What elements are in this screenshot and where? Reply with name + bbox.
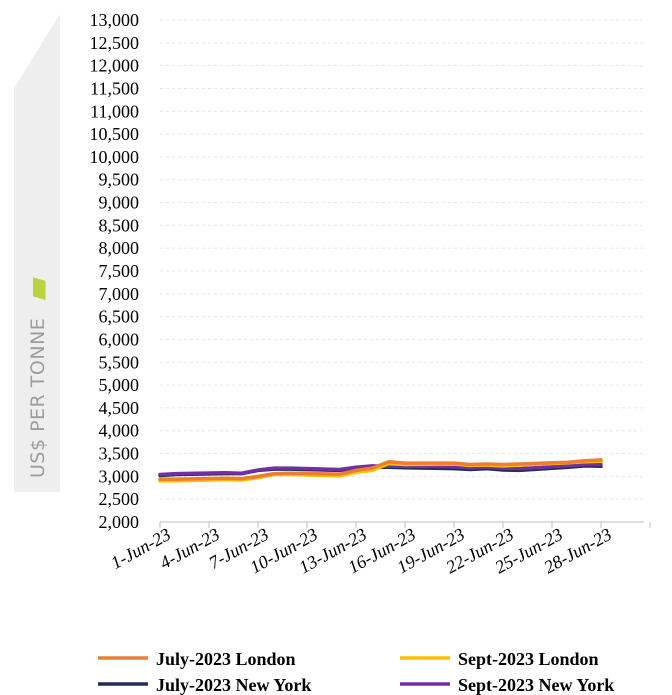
legend-label: July-2023 London	[156, 649, 296, 669]
y-tick-label: 10,500	[90, 124, 140, 144]
y-tick-label: 4,000	[99, 421, 140, 441]
y-axis-label-band	[14, 14, 60, 492]
gridlines	[160, 19, 644, 500]
y-axis-label: US$ PER TONNE	[27, 318, 49, 478]
y-tick-label: 5,000	[99, 375, 140, 395]
series-line-july-2023-london	[158, 458, 603, 481]
y-tick-label: 3,000	[99, 466, 140, 486]
y-tick-label: 7,500	[99, 261, 140, 281]
y-tick-label: 6,500	[99, 307, 140, 327]
y-tick-label: 12,500	[90, 33, 140, 53]
y-tick-label: 2,500	[99, 489, 140, 509]
legend: July-2023 London Sept-2023 London July-202…	[98, 649, 614, 695]
y-tick-label: 11,500	[90, 78, 139, 98]
y-tick-label: 12,000	[90, 56, 140, 76]
y-tick-label: 11,000	[90, 101, 139, 121]
legend-label: July-2023 New York	[156, 675, 311, 695]
axes	[159, 521, 651, 528]
y-tick-label: 9,000	[99, 193, 140, 213]
y-tick-label: 8,000	[99, 238, 140, 258]
legend-label: Sept-2023 New York	[458, 675, 614, 695]
y-tick-label: 10,000	[90, 147, 140, 167]
x-tick-labels: 1-Jun-234-Jun-237-Jun-2310-Jun-2313-Jun-…	[107, 524, 615, 577]
y-tick-label: 8,500	[99, 215, 140, 235]
y-tick-label: 9,500	[99, 170, 140, 190]
y-axis-label-panel: US$ PER TONNE //////////////////	[14, 14, 60, 492]
legend-label: Sept-2023 London	[458, 649, 599, 669]
y-tick-label: 2,000	[99, 512, 140, 532]
y-tick-label: 3,500	[99, 444, 140, 464]
series-lines	[158, 458, 603, 483]
y-tick-label: 6,000	[99, 329, 140, 349]
y-tick-label: 4,500	[99, 398, 140, 418]
y-axis-label-decoration: //////////////////	[30, 276, 48, 300]
y-tick-label: 5,500	[99, 352, 140, 372]
y-tick-label: 13,000	[90, 10, 140, 30]
y-tick-label: 7,000	[99, 284, 140, 304]
